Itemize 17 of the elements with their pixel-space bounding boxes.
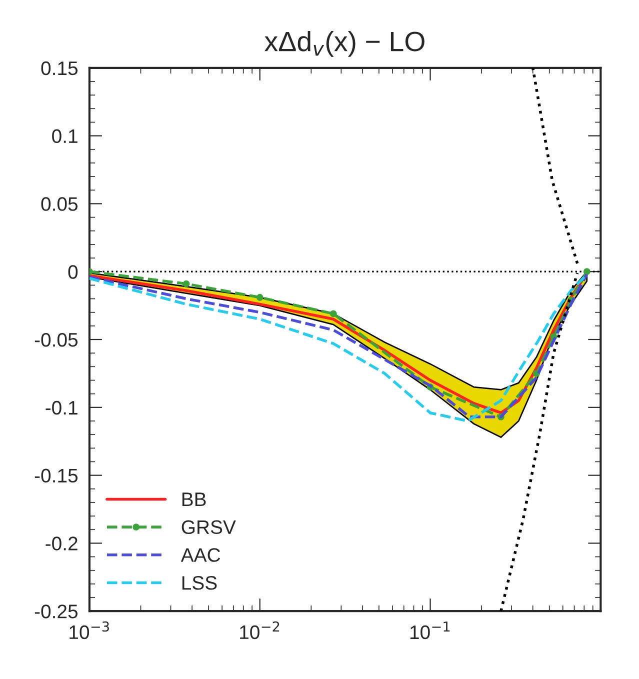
y-tick-label: -0.15: [34, 468, 78, 483]
x-tick-label: 10$^{−1}$: [410, 622, 450, 640]
y-tick-label: -0.05: [34, 332, 78, 347]
x-tick-label: 10$^{−2}$: [240, 621, 280, 640]
legend-label: LSS: [182, 576, 217, 590]
x-tick-label: 10$^{−3}$: [70, 621, 109, 640]
legend-label: GRSV: [182, 520, 236, 534]
y-tick-label: 0.05: [41, 197, 78, 211]
y-tick-label: -0.1: [46, 400, 78, 415]
legend-label: AAC: [180, 548, 220, 562]
chart-title: xΔd$_{v}$(x) − LO: [264, 30, 424, 57]
y-tick-label: 0.1: [52, 129, 78, 144]
y-tick-label: -0.2: [46, 536, 78, 550]
y-tick-label: 0.15: [41, 61, 78, 76]
y-tick-label: 0: [68, 265, 78, 279]
y-tick-label: -0.25: [34, 604, 78, 618]
legend-label: BB: [182, 492, 206, 506]
